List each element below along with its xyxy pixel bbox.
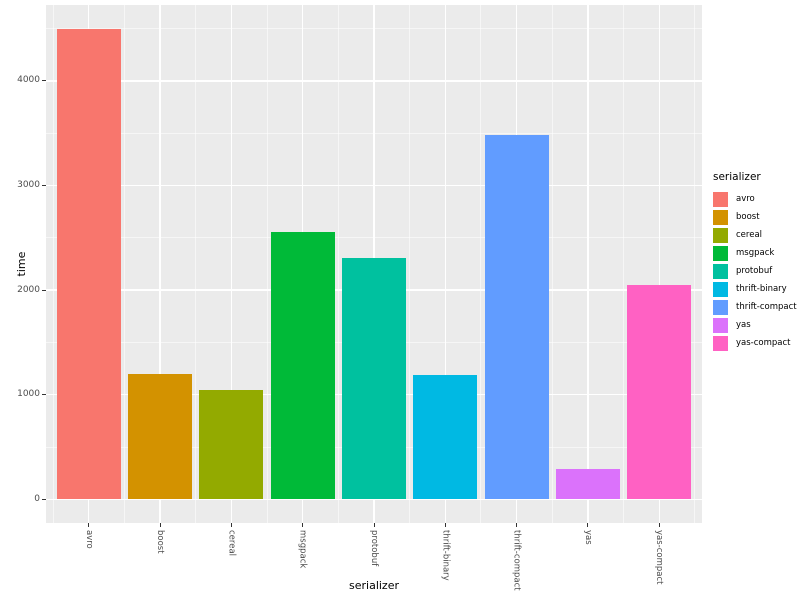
gridline-minor-v — [52, 5, 54, 523]
legend-entry-thrift-compact: thrift-compact — [713, 300, 797, 315]
gridline-minor-v — [123, 5, 125, 523]
x-tick-label-thrift-compact: thrift-compact — [511, 530, 522, 591]
y-tick-label-3000: 3000 — [17, 180, 40, 190]
gridline-minor-v — [480, 5, 482, 523]
y-tick-label-4000: 4000 — [17, 75, 40, 86]
legend-label-cereal: cereal — [736, 230, 763, 240]
plot-panel — [46, 5, 702, 523]
gridline-minor-v — [337, 5, 339, 523]
x-tick-mark — [302, 523, 304, 527]
x-tick-label-msgpack: msgpack — [297, 530, 308, 569]
y-tick-label-1000: 1000 — [17, 389, 40, 400]
x-tick-mark — [159, 523, 161, 527]
x-tick-mark — [88, 523, 90, 527]
legend-swatch-boost — [713, 210, 728, 225]
gridline-minor-v — [195, 5, 197, 523]
x-tick-label-cereal: cereal — [226, 530, 237, 557]
legend: serializer avro boost cereal msgpack protobu… — [710, 171, 797, 354]
legend-entry-yas: yas — [713, 318, 797, 333]
x-tick-label-yas: yas — [582, 530, 593, 545]
gridline-major-v — [658, 5, 660, 523]
bar-yas — [555, 469, 620, 500]
gridline-minor-v — [623, 5, 625, 523]
x-tick-label-boost: boost — [155, 530, 166, 554]
gridline-minor-v — [409, 5, 411, 523]
y-tick-mark — [42, 80, 46, 82]
bar-cereal — [199, 389, 264, 500]
legend-swatch-avro — [713, 192, 728, 207]
bar-protobuf — [341, 257, 407, 500]
legend-label-msgpack: msgpack — [736, 248, 775, 258]
gridline-major-v — [159, 5, 161, 523]
x-tick-mark — [444, 523, 446, 527]
bar-thrift-binary — [413, 374, 478, 500]
legend-label-avro: avro — [736, 194, 755, 204]
legend-title: serializer — [713, 171, 761, 183]
gridline-minor-v — [694, 5, 696, 523]
x-tick-label-thrift-binary: thrift-binary — [440, 530, 451, 581]
y-axis-title: time — [15, 251, 28, 277]
x-tick-label-yas-compact: yas-compact — [654, 530, 665, 585]
legend-swatch-yas-compact — [713, 336, 728, 351]
legend-swatch-yas — [713, 318, 728, 333]
y-tick-mark — [42, 289, 46, 291]
legend-entry-yas-compact: yas-compact — [713, 336, 797, 351]
legend-label-thrift-compact: thrift-compact — [736, 302, 797, 312]
bar-yas-compact — [627, 284, 692, 500]
x-tick-label-avro: avro — [83, 530, 94, 549]
gridline-minor-v — [551, 5, 553, 523]
legend-label-protobuf: protobuf — [736, 266, 773, 276]
legend-entry-cereal: cereal — [713, 228, 797, 243]
gridline-minor-v — [266, 5, 268, 523]
legend-label-boost: boost — [736, 212, 760, 222]
x-tick-mark — [373, 523, 375, 527]
legend-swatch-msgpack — [713, 246, 728, 261]
y-tick-mark — [42, 185, 46, 186]
legend-swatch-protobuf — [713, 264, 728, 279]
x-tick-mark — [587, 523, 589, 527]
legend-entry-boost: boost — [713, 210, 797, 225]
legend-entry-avro: avro — [713, 192, 797, 207]
x-tick-mark — [230, 523, 232, 527]
x-axis-title: serializer — [349, 579, 399, 592]
legend-entry-msgpack: msgpack — [713, 246, 797, 261]
legend-entry-thrift-binary: thrift-binary — [713, 282, 797, 297]
bar-msgpack — [270, 231, 335, 500]
legend-entries: avro boost cereal msgpack protobuf thrift-bin… — [710, 192, 797, 351]
y-tick-label-2000: 2000 — [17, 284, 40, 295]
gridline-major-v — [444, 5, 446, 523]
bar-thrift-compact — [484, 135, 549, 500]
x-tick-mark — [658, 523, 660, 527]
legend-entry-protobuf: protobuf — [713, 264, 797, 279]
legend-swatch-cereal — [713, 228, 728, 243]
x-tick-label-protobuf: protobuf — [369, 530, 379, 567]
legend-label-yas-compact: yas-compact — [736, 338, 791, 348]
legend-swatch-thrift-binary — [713, 282, 728, 297]
gridline-major-v — [587, 5, 589, 523]
y-tick-mark — [42, 394, 46, 396]
legend-label-yas: yas — [736, 320, 751, 330]
x-tick-mark — [516, 523, 518, 527]
gridline-major-v — [230, 5, 233, 523]
legend-label-thrift-binary: thrift-binary — [736, 284, 787, 294]
y-tick-label-0: 0 — [34, 493, 40, 504]
bar-avro — [56, 28, 121, 500]
y-tick-mark — [42, 498, 46, 500]
legend-swatch-thrift-compact — [713, 300, 728, 315]
bar-boost — [128, 373, 193, 500]
